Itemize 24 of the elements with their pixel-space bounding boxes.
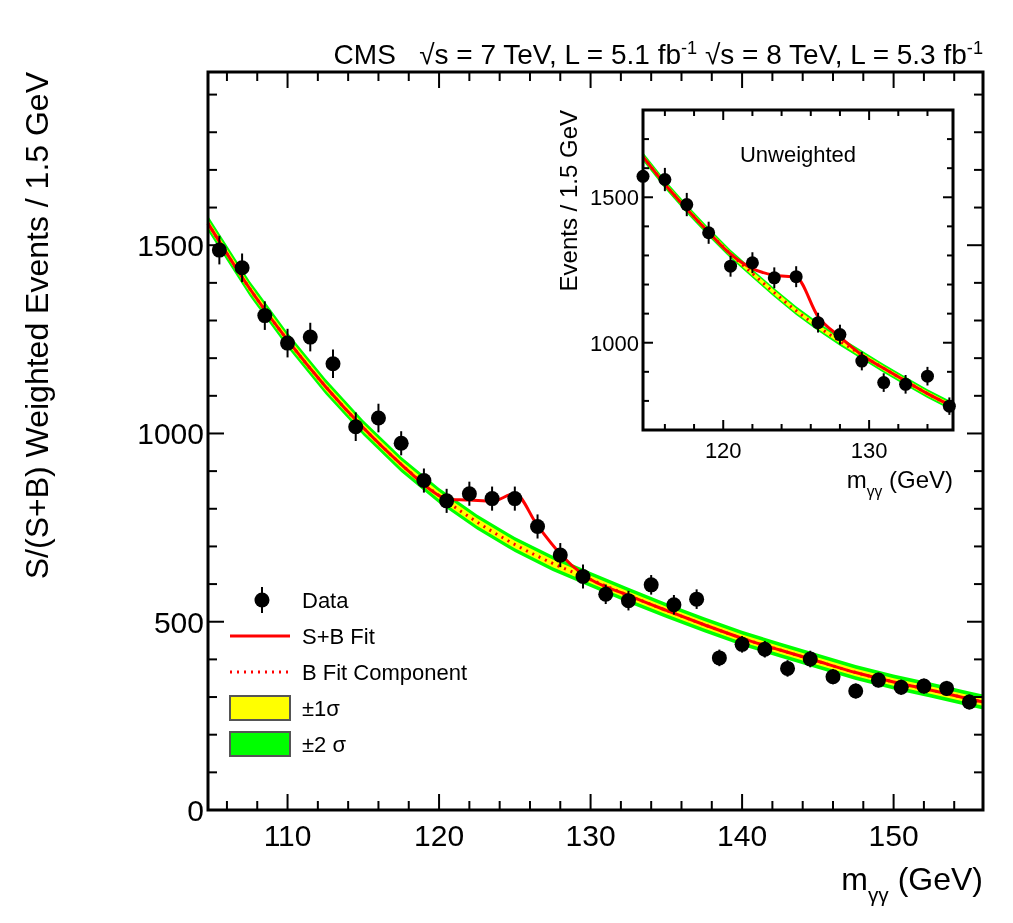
y-tick-label: 1500	[137, 229, 204, 262]
chart-title: CMS √s = 7 TeV, L = 5.1 fb$^{-1}$ √s = 8 TeV, L = 5.3 fb$^{-1}$	[333, 38, 983, 70]
x-tick-label: 150	[868, 819, 919, 852]
y-tick-label: 1000	[590, 330, 639, 356]
legend-label: ±1σ	[302, 696, 341, 721]
legend-label: S+B Fit	[302, 624, 375, 649]
x-tick-label: 130	[850, 438, 888, 463]
y-axis-title: S/(S+B) Weighted Events / 1.5 GeV	[19, 71, 55, 580]
legend-label: B Fit Component	[302, 660, 468, 685]
x-tick-label: 130	[565, 819, 616, 852]
y-tick-label: 0	[187, 793, 204, 827]
x-tick-label: 120	[414, 819, 465, 852]
y-axis-title: Events / 1.5 GeV	[555, 110, 582, 292]
annotation: Unweighted	[739, 142, 857, 167]
x-tick-label: 110	[263, 819, 312, 852]
x-axis-title: m$_{γγ}$ (GeV)	[841, 861, 983, 906]
legend-label: Data	[302, 588, 350, 613]
legend-label: ±2 σ	[302, 732, 347, 757]
x-tick-label: 140	[717, 819, 768, 852]
y-tick-label: 1000	[137, 417, 204, 451]
y-tick-label: 500	[153, 605, 204, 639]
y-tick-label: 1500	[590, 185, 639, 211]
x-tick-label: 120	[704, 438, 742, 463]
x-axis-title: m$_{γγ}$ (GeV)	[846, 466, 953, 500]
